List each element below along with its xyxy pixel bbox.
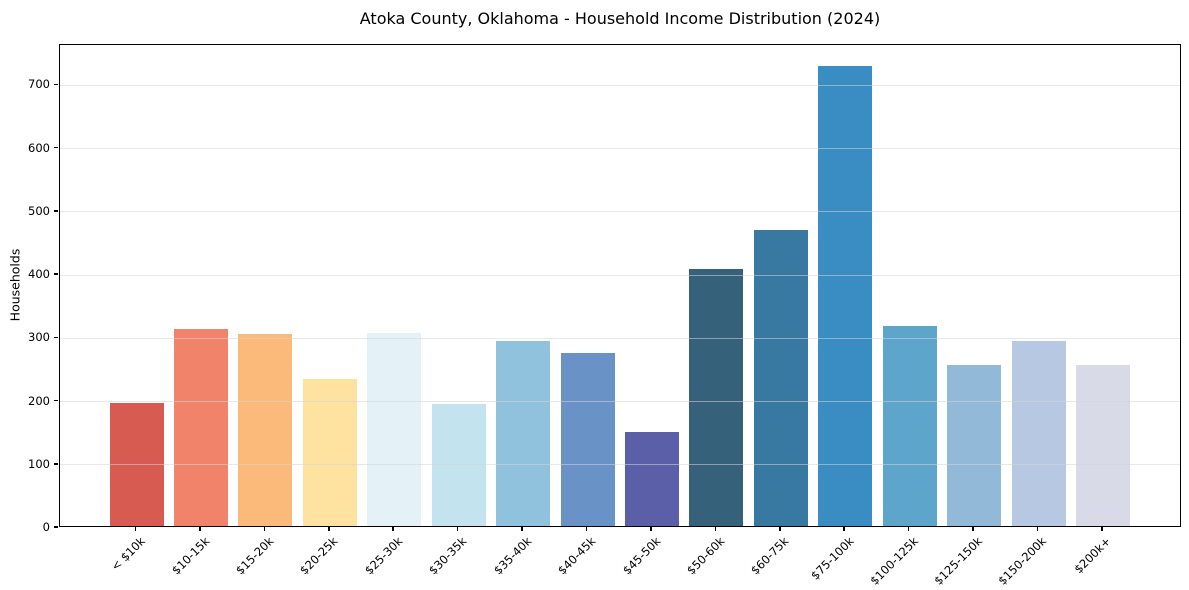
bar <box>818 66 873 526</box>
y-tick-mark <box>54 146 58 149</box>
x-tick-label: $200k+ <box>1071 534 1114 577</box>
y-tick-mark <box>54 210 58 212</box>
bar <box>238 334 293 526</box>
y-tick-mark <box>54 273 58 275</box>
bar <box>109 402 164 526</box>
x-tick-mark <box>779 527 781 531</box>
plot-area <box>59 44 1181 527</box>
y-tick-mark <box>54 399 58 402</box>
bar <box>1075 365 1130 526</box>
y-axis-label: Households <box>7 248 23 322</box>
y-tick-label: 400 <box>28 267 50 282</box>
bar <box>1011 340 1066 526</box>
y-tick-mark <box>54 83 58 86</box>
x-tick-mark <box>650 527 652 531</box>
y-tick-label: 700 <box>28 77 50 92</box>
x-tick-mark <box>521 527 523 531</box>
y-tick-label: 0 <box>42 520 50 534</box>
y-tick-label: 500 <box>28 203 50 218</box>
y-tick-mark <box>54 526 58 528</box>
bar <box>431 404 486 526</box>
bars-layer <box>60 45 1180 526</box>
bar <box>947 364 1002 526</box>
x-tick-mark <box>392 527 394 531</box>
x-tick-mark <box>134 527 137 531</box>
bar <box>624 431 679 526</box>
chart-title: Atoka County, Oklahoma - Household Incom… <box>359 9 881 28</box>
x-tick-mark <box>585 527 588 531</box>
y-tick-mark <box>54 463 58 465</box>
x-tick-mark <box>1036 527 1039 531</box>
bar <box>560 352 615 526</box>
x-tick-mark <box>328 527 330 531</box>
bar <box>302 379 357 526</box>
x-tick-mark <box>843 527 845 531</box>
bar <box>882 326 937 526</box>
bar <box>753 229 808 526</box>
y-tick-label: 600 <box>28 140 50 155</box>
x-tick-mark <box>263 527 266 531</box>
bar <box>496 341 551 526</box>
bar <box>173 329 228 526</box>
bar <box>367 332 422 526</box>
y-tick-label: 100 <box>28 456 50 471</box>
x-tick-mark <box>714 527 717 531</box>
x-tick-mark <box>907 527 910 531</box>
x-tick-mark <box>456 527 459 531</box>
x-tick-mark <box>1101 527 1103 531</box>
bar <box>689 268 744 526</box>
y-tick-label: 200 <box>28 393 50 408</box>
y-tick-mark <box>54 336 58 339</box>
x-tick-mark <box>199 527 201 531</box>
x-tick-mark <box>972 527 974 531</box>
y-tick-label: 300 <box>28 330 50 345</box>
